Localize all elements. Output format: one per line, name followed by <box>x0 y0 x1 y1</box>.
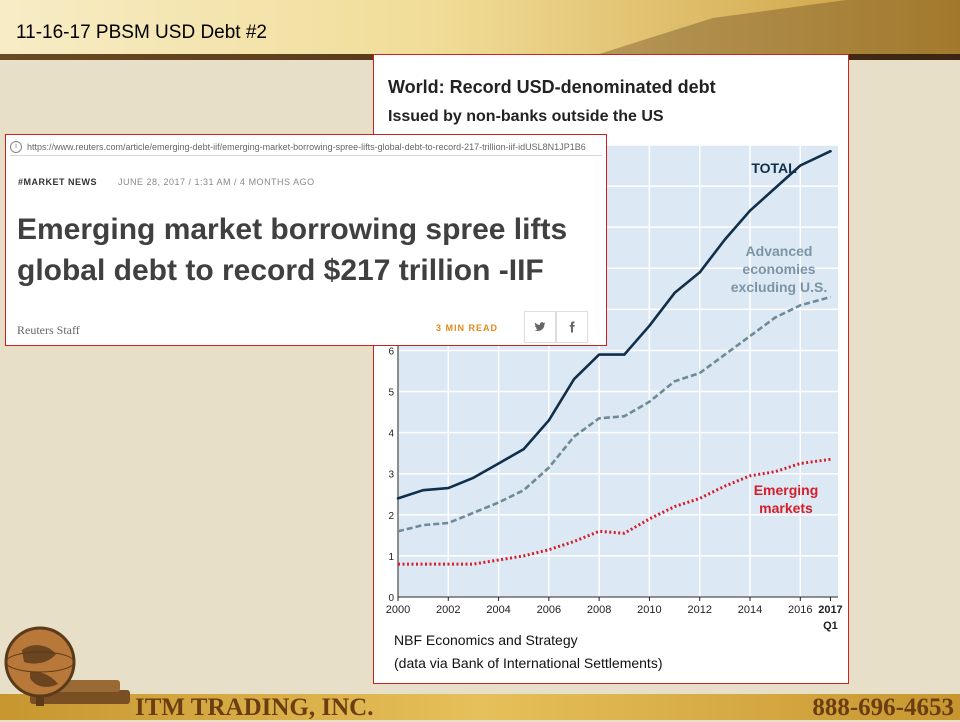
source-line: (data via Bank of International Settleme… <box>394 655 662 671</box>
y-tick-label: 2 <box>388 511 394 522</box>
series-label-emerging: Emerging <box>754 482 819 498</box>
y-tick-label: 5 <box>388 388 394 399</box>
series-label-total: TOTAL <box>751 160 797 176</box>
y-tick-label: 1 <box>388 552 394 563</box>
chart-subtitle: Issued by non-banks outside the US <box>388 108 664 125</box>
twitter-share-button[interactable] <box>524 311 556 343</box>
y-tick-label: 3 <box>388 470 394 481</box>
twitter-icon <box>534 322 546 332</box>
series-label-advanced: excluding U.S. <box>731 279 827 295</box>
info-icon: i <box>10 141 22 153</box>
facebook-icon <box>569 321 575 333</box>
article-byline[interactable]: Reuters Staff <box>17 323 80 337</box>
x-tick-label: 2010 <box>637 604 661 616</box>
x-tick-label: 2002 <box>436 604 460 616</box>
article-headline: Emerging market borrowing spree lifts gl… <box>17 213 568 287</box>
footer-band <box>0 694 960 720</box>
series-label-advanced: Advanced <box>746 243 813 259</box>
corner-swoosh <box>580 0 960 60</box>
x-tick-label: 2012 <box>687 604 711 616</box>
facebook-share-button[interactable] <box>556 311 588 343</box>
series-label-advanced: economies <box>742 261 815 277</box>
x-tick-label: 2016 <box>788 604 812 616</box>
url-text: https://www.reuters.com/article/emerging… <box>27 142 586 152</box>
source-note: NBF Economics and Strategy (data via Bank… <box>394 632 662 671</box>
x-tick-label: 2008 <box>587 604 611 616</box>
y-tick-label: 6 <box>388 346 394 357</box>
globe-logo <box>4 626 130 706</box>
x-tick-label: 2017 <box>818 604 842 616</box>
footer-phone: 888-696-4653 <box>812 694 954 721</box>
line-chart: World: Record USD-denominated debt Issue… <box>386 77 843 671</box>
series-label-emerging: markets <box>759 500 813 516</box>
x-tick-label: 2006 <box>537 604 561 616</box>
x-tick-label: 2004 <box>486 604 510 616</box>
y-tick-label: 0 <box>388 593 394 604</box>
series-emerging-line <box>398 457 831 566</box>
series-layer <box>396 149 832 566</box>
footer-company: ITM TRADING, INC. <box>135 694 374 721</box>
series-labels: TOTAL Advanced economies excluding U.S. Emer… <box>731 160 827 516</box>
article-date: JUNE 28, 2017 / 1:31 AM / 4 MONTHS AGO <box>118 177 315 187</box>
article-card: i https://www.reuters.com/article/emergi… <box>5 134 607 346</box>
x-tick-label: 2000 <box>386 604 410 616</box>
chart-title: World: Record USD-denominated debt <box>388 77 716 97</box>
url-bar[interactable]: i https://www.reuters.com/article/emergi… <box>10 139 602 156</box>
axis-layer: 0 1 2 3 4 5 6 2000 2002 2004 2006 2008 2010 2012 2014 2… <box>386 145 843 632</box>
series-advanced-line <box>397 295 831 533</box>
series-total-line <box>396 149 832 500</box>
source-line: NBF Economics and Strategy <box>394 632 578 648</box>
x-tick-label: 2014 <box>738 604 762 616</box>
read-time: 3 MIN READ <box>436 323 499 333</box>
section-tag[interactable]: #MARKET NEWS <box>18 177 98 187</box>
y-tick-label: 4 <box>388 429 394 440</box>
x-tick-sublabel: Q1 <box>823 620 838 632</box>
slide-title: 11-16-17 PBSM USD Debt #2 <box>16 22 267 43</box>
